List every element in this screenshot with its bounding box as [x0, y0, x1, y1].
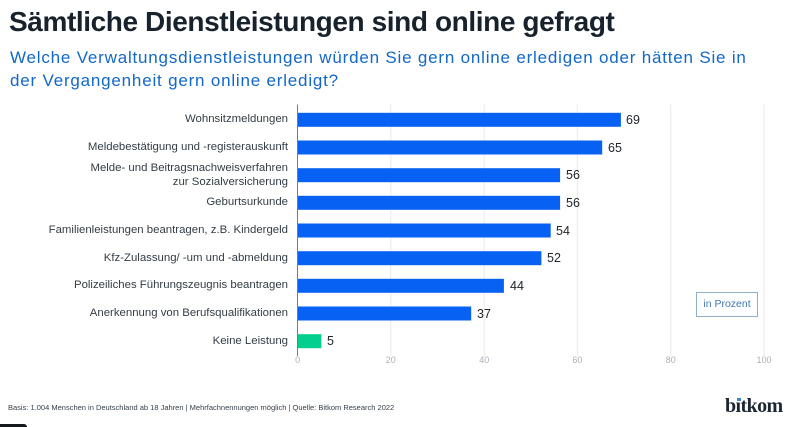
- svg-text:20: 20: [386, 355, 396, 365]
- svg-text:60: 60: [572, 355, 582, 365]
- svg-text:0: 0: [295, 355, 300, 365]
- svg-text:100: 100: [756, 355, 771, 365]
- svg-text:40: 40: [479, 355, 489, 365]
- svg-text:80: 80: [666, 355, 676, 365]
